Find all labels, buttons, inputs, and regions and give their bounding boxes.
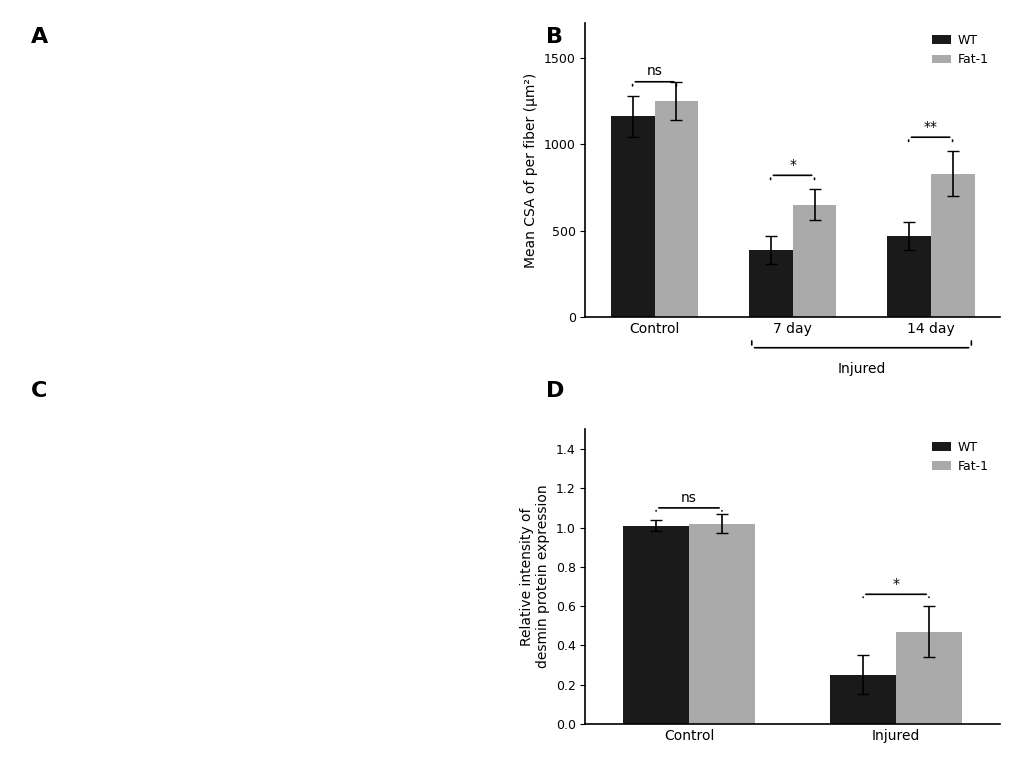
Bar — [748, 250, 792, 318]
Bar — [896, 632, 961, 724]
Y-axis label: Relative intensity of
desmin protein expression: Relative intensity of desmin protein exp… — [520, 485, 549, 668]
Bar — [886, 236, 929, 318]
Legend: WT, Fat-1: WT, Fat-1 — [926, 436, 993, 478]
Bar — [929, 174, 973, 318]
Text: *: * — [892, 578, 899, 591]
Legend: WT, Fat-1: WT, Fat-1 — [926, 29, 993, 72]
Bar — [654, 101, 698, 318]
Text: C: C — [31, 381, 47, 401]
Bar — [792, 205, 836, 318]
Text: *: * — [789, 158, 795, 172]
Bar — [689, 523, 754, 724]
Bar — [829, 675, 896, 724]
Text: B: B — [545, 27, 562, 46]
Text: A: A — [31, 27, 48, 46]
Text: D: D — [545, 381, 564, 401]
Text: ns: ns — [681, 491, 696, 505]
Y-axis label: Mean CSA of per fiber (μm²): Mean CSA of per fiber (μm²) — [524, 72, 538, 267]
Text: ns: ns — [646, 64, 661, 78]
Text: Injured: Injured — [837, 362, 884, 376]
Text: **: ** — [922, 120, 936, 134]
Bar — [623, 526, 689, 724]
Bar — [610, 117, 654, 318]
